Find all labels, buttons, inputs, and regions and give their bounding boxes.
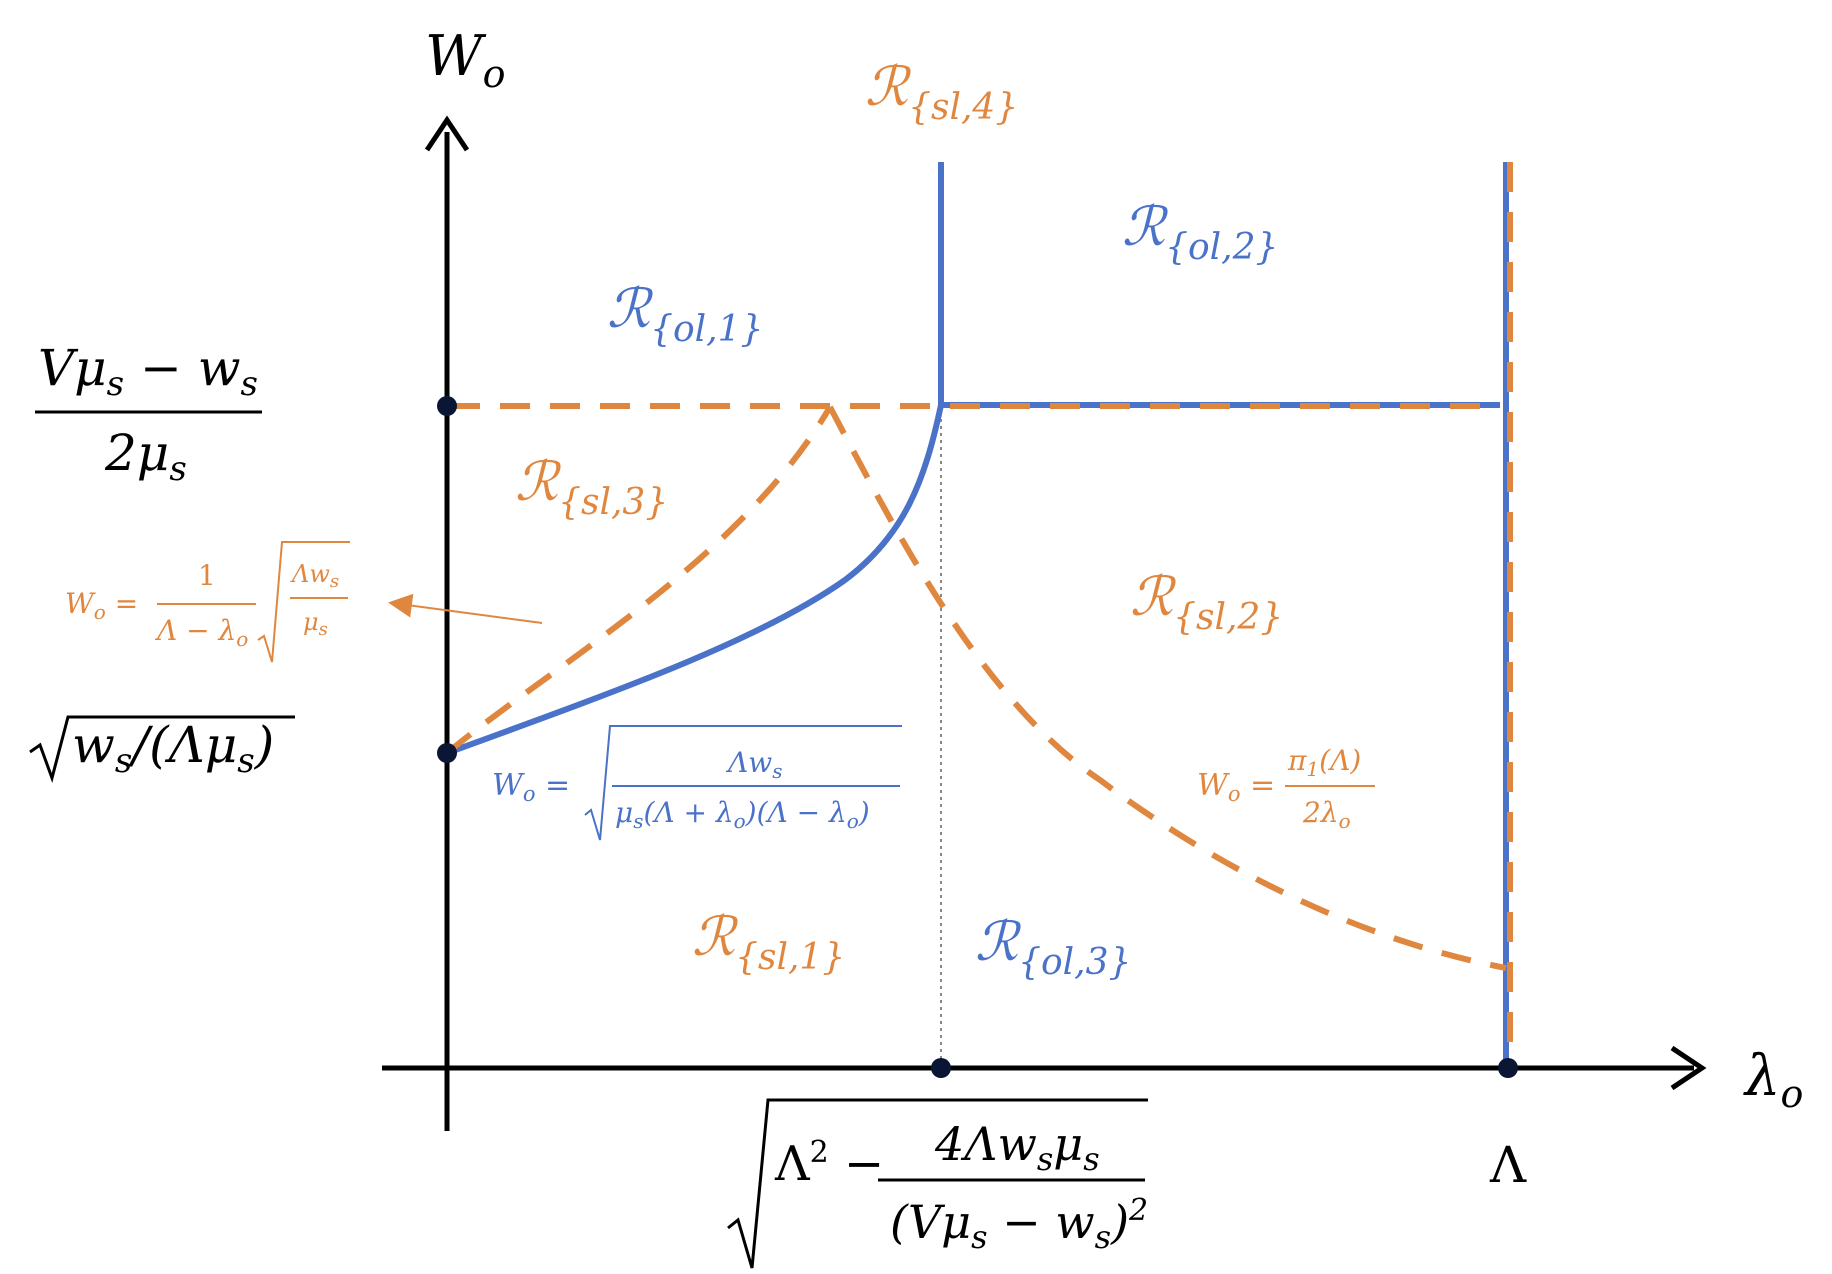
svg-text:Wo =: Wo = bbox=[65, 587, 138, 624]
svg-text:μs: μs bbox=[303, 608, 328, 640]
y-axis-arrowhead bbox=[424, 115, 470, 152]
formula-orange-left: Wo = 1 Λ − λo Λws μs bbox=[65, 541, 350, 663]
svg-text:2λo: 2λo bbox=[1302, 796, 1351, 833]
svg-text:Vμs − ws: Vμs − ws bbox=[38, 339, 258, 404]
orange-pointer-arrow bbox=[388, 593, 543, 624]
svg-text:4Λwsμs: 4Λwsμs bbox=[934, 1117, 1100, 1178]
y-tick-top: Vμs − ws 2μs bbox=[35, 339, 262, 489]
svg-text:1: 1 bbox=[198, 559, 216, 592]
formula-blue-mid: Wo = Λws μs(Λ + λo)(Λ − λo) bbox=[492, 725, 902, 841]
y-axis-label: Wo bbox=[425, 24, 505, 96]
orange-right-curve bbox=[827, 405, 1507, 971]
svg-text:Wo =: Wo = bbox=[492, 768, 570, 806]
region-sl4: ℛ{sl,4} bbox=[865, 55, 1018, 128]
y-tick-low: ws/(Λμs) bbox=[29, 715, 295, 784]
region-ol2: ℛ{ol,2} bbox=[1122, 195, 1278, 268]
svg-text:ws/(Λμs): ws/(Λμs) bbox=[72, 716, 274, 781]
svg-text:π1(Λ): π1(Λ) bbox=[1287, 744, 1361, 781]
orange-left-curve bbox=[445, 405, 833, 756]
point-y-top bbox=[437, 396, 457, 416]
point-x-mid bbox=[931, 1058, 951, 1078]
svg-text:2μs: 2μs bbox=[104, 424, 187, 489]
blue-curve bbox=[445, 404, 944, 756]
svg-text:(Vμs − ws)2: (Vμs − ws)2 bbox=[890, 1193, 1148, 1256]
orange-boundaries bbox=[388, 162, 1513, 1068]
svg-text:Λ − λo: Λ − λo bbox=[154, 614, 248, 651]
formula-orange-right: Wo = π1(Λ) 2λo bbox=[1197, 744, 1375, 833]
region-ol3: ℛ{ol,3} bbox=[975, 910, 1131, 983]
region-sl1: ℛ{sl,1} bbox=[692, 905, 845, 978]
region-ol1: ℛ{ol,1} bbox=[607, 277, 763, 350]
region-sl3: ℛ{sl,3} bbox=[515, 450, 668, 523]
point-x-right bbox=[1498, 1058, 1518, 1078]
x-axis-arrowhead bbox=[1670, 1045, 1707, 1091]
svg-text:Λ2 −: Λ2 − bbox=[774, 1135, 884, 1192]
axes bbox=[382, 115, 1707, 1131]
x-tick-mid: Λ2 − 4Λwsμs (Vμs − ws)2 bbox=[727, 1098, 1148, 1269]
svg-text:Λws: Λws bbox=[290, 560, 339, 592]
region-sl2: ℛ{sl,2} bbox=[1130, 565, 1283, 638]
axis-points bbox=[437, 396, 1518, 1078]
svg-text:Wo =: Wo = bbox=[1197, 768, 1275, 806]
svg-text:μs(Λ + λo)(Λ − λo): μs(Λ + λo)(Λ − λo) bbox=[615, 796, 870, 833]
x-tick-right: Λ bbox=[1489, 1136, 1527, 1194]
x-axis-label: λo bbox=[1743, 1044, 1803, 1116]
svg-text:Λws: Λws bbox=[725, 746, 782, 783]
point-y-low bbox=[437, 743, 457, 763]
